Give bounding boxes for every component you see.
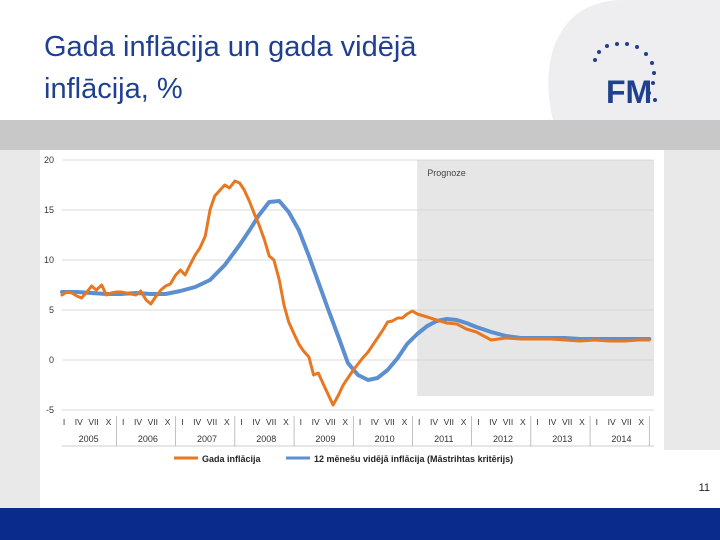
x-year-label: 2008 [256,434,276,444]
x-quarter-label: X [165,417,171,427]
x-quarter-label: X [461,417,467,427]
x-quarter-label: IV [489,417,497,427]
x-quarter-label: VII [325,417,335,427]
x-quarter-label: VII [148,417,158,427]
x-quarter-label: IV [193,417,201,427]
right-side-panel [664,150,720,450]
x-year-label: 2006 [138,434,158,444]
title-separator-band [0,120,720,150]
x-quarter-label: VII [207,417,217,427]
x-year-label: 2014 [611,434,631,444]
x-year-label: 2012 [493,434,513,444]
logo-letters: FM [606,74,652,110]
x-quarter-label: I [477,417,479,427]
y-tick-label: 20 [44,155,54,165]
x-quarter-label: X [106,417,112,427]
x-year-label: 2013 [552,434,572,444]
x-quarter-label: I [240,417,242,427]
slide-title-line-2: inflācija, % [44,73,183,105]
x-quarter-label: I [359,417,361,427]
series-lines [60,179,652,407]
x-quarter-label: VII [384,417,394,427]
x-quarter-label: VII [503,417,513,427]
x-quarter-label: IV [134,417,142,427]
series-line-average-inflation [60,199,652,382]
legend-label: 12 mēnešu vidējā inflācija (Māstrihtas k… [314,454,513,464]
x-quarter-label: X [283,417,289,427]
footer-bar [0,508,720,540]
x-quarter-label: I [418,417,420,427]
x-quarter-label: I [63,417,65,427]
x-quarter-label: IV [548,417,556,427]
page-number: 11 [698,482,710,494]
x-quarter-label: VII [444,417,454,427]
legend-label: Gada inflācija [202,454,262,464]
x-year-label: 2011 [434,434,453,444]
x-quarter-label: I [181,417,183,427]
x-quarter-label: I [122,417,124,427]
inflation-chart: Prognoze -5 0 5 10 15 20 I IV VII X 2005 I IV VII X 20… [40,150,664,475]
x-quarter-label: X [342,417,348,427]
x-quarter-label: I [596,417,598,427]
x-quarter-label: IV [608,417,616,427]
x-quarter-label: I [536,417,538,427]
x-year-label: 2005 [79,434,99,444]
x-quarter-label: VII [621,417,631,427]
x-quarter-label: X [520,417,526,427]
x-quarter-label: VII [562,417,572,427]
x-quarter-label: VII [88,417,98,427]
y-tick-label: 15 [44,205,54,215]
x-quarter-label: X [224,417,230,427]
y-tick-label: 10 [44,255,54,265]
y-tick-label: 5 [49,305,54,315]
forecast-region [417,160,654,396]
slide-title-line-1: Gada inflācija un gada vidējā [44,31,417,63]
x-year-label: 2009 [315,434,335,444]
x-quarter-label: X [638,417,644,427]
x-quarter-label: IV [430,417,438,427]
slide-title: Gada inflācija un gada vidējā inflācija,… [44,26,524,110]
forecast-label: Prognoze [427,168,466,178]
chart-legend: Gada inflācija 12 mēnešu vidējā inflācija… [174,454,513,464]
y-tick-label: 0 [49,355,54,365]
x-quarter-label: IV [75,417,83,427]
x-year-label: 2010 [375,434,395,444]
chart-svg: Prognoze -5 0 5 10 15 20 I IV VII X 2005 I IV VII X 20… [44,155,654,464]
x-quarter-label: IV [252,417,260,427]
ministry-logo: FM [593,42,657,110]
y-tick-label: -5 [46,405,54,415]
x-quarter-label: IV [371,417,379,427]
eu-stars-ring [593,42,657,102]
x-quarter-label: X [579,417,585,427]
x-axis: I IV VII X 2005 I IV VII X 2006 I IV VII X 2007 I IV VII X… [62,416,654,447]
x-year-label: 2007 [197,434,217,444]
series-line-annual-inflation [60,179,651,407]
x-quarter-label: VII [266,417,276,427]
x-quarter-label: I [300,417,302,427]
y-axis-ticks: -5 0 5 10 15 20 [44,155,54,415]
logo-panel: FM [548,0,720,120]
left-side-panel [0,150,40,508]
x-quarter-label: X [402,417,408,427]
gridlines [62,159,654,411]
x-quarter-label: IV [312,417,320,427]
